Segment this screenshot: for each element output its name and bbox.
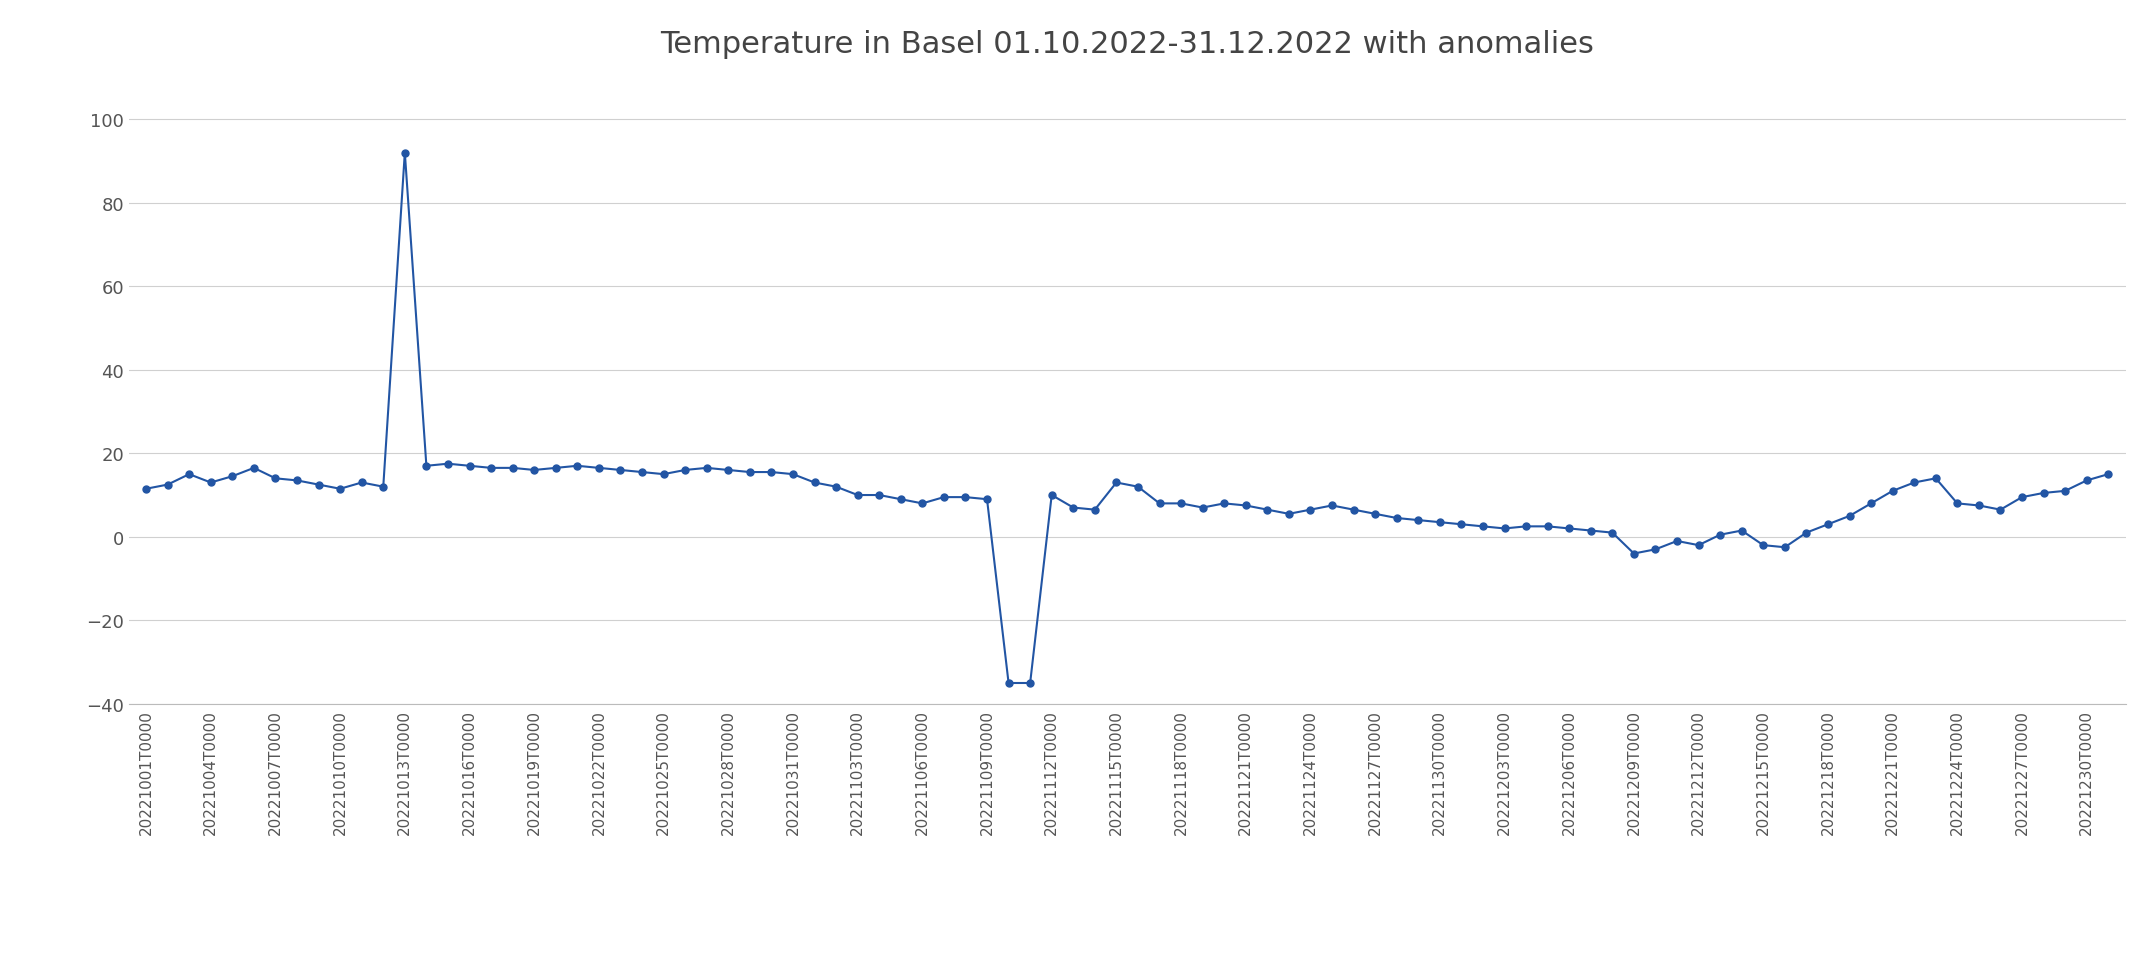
Title: Temperature in Basel 01.10.2022-31.12.2022 with anomalies: Temperature in Basel 01.10.2022-31.12.20… xyxy=(661,30,1593,60)
